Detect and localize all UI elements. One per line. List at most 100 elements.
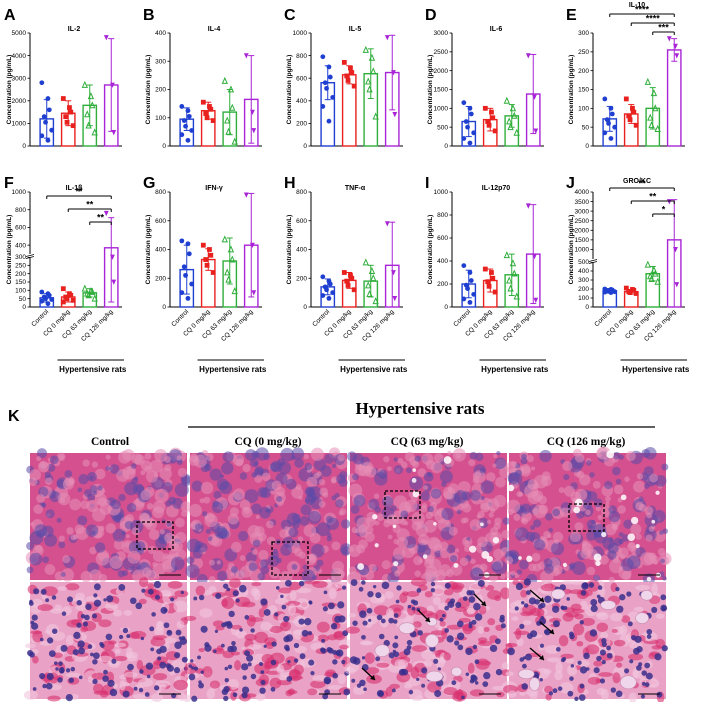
cell-texture xyxy=(248,644,262,650)
y-tick-label: 600 xyxy=(15,225,26,232)
vacuole xyxy=(412,490,420,498)
tissue-texture xyxy=(533,539,546,551)
nucleus xyxy=(260,680,266,686)
data-point xyxy=(372,112,379,120)
cell-texture xyxy=(132,693,148,700)
zoom-inset-box xyxy=(384,490,421,519)
tissue-texture xyxy=(520,457,528,465)
nucleus xyxy=(332,672,339,679)
tissue-texture xyxy=(596,447,609,460)
nucleus xyxy=(583,652,590,660)
tissue-texture xyxy=(180,510,188,517)
tissue-texture xyxy=(400,518,407,526)
vacuole xyxy=(480,522,484,527)
tissue-texture xyxy=(230,566,238,573)
cell-texture xyxy=(580,600,588,610)
nucleus xyxy=(327,602,335,610)
tissue-texture xyxy=(393,464,404,475)
cell-texture xyxy=(202,666,213,678)
data-point xyxy=(84,110,91,118)
tissue-texture xyxy=(510,570,516,576)
cell-texture xyxy=(536,608,545,618)
tissue-texture xyxy=(91,461,99,468)
tissue-texture xyxy=(41,502,47,508)
cell-texture xyxy=(312,580,328,589)
cell-texture xyxy=(443,589,454,596)
nucleus xyxy=(361,656,366,660)
data-point xyxy=(509,104,517,112)
nucleus xyxy=(434,690,442,698)
data-point xyxy=(41,114,47,120)
cell-texture xyxy=(469,689,485,697)
bar xyxy=(666,49,682,147)
nucleus xyxy=(579,666,588,674)
y-tick-label: 500 xyxy=(578,259,589,266)
nucleus xyxy=(555,647,561,652)
tissue-texture xyxy=(26,542,35,551)
hypertensive-group-axis: Hypertensive rats Hypertensive rats Hypert… xyxy=(57,359,690,374)
tissue-texture xyxy=(285,478,297,490)
y-tick-label: 1000 xyxy=(293,30,308,37)
tissue-texture xyxy=(571,561,586,576)
nucleus xyxy=(45,598,50,603)
vacuole xyxy=(601,531,607,538)
tissue-texture xyxy=(159,467,172,480)
tissue-texture xyxy=(327,532,332,538)
tissue-texture xyxy=(247,524,261,538)
cell-texture xyxy=(555,661,563,674)
nucleus xyxy=(631,635,637,641)
nucleus xyxy=(593,667,600,674)
y-tick-label: 400 xyxy=(15,242,26,249)
y-tick-label: 100 xyxy=(15,288,26,295)
tissue-texture xyxy=(303,453,310,460)
data-point xyxy=(225,127,232,135)
tissue-texture xyxy=(257,572,266,581)
nucleus xyxy=(247,662,252,667)
tissue-texture xyxy=(202,511,208,517)
nucleus xyxy=(191,695,198,702)
vacuole xyxy=(573,506,580,514)
cell-texture xyxy=(326,608,341,615)
tissue-texture xyxy=(85,524,99,537)
nucleus xyxy=(416,588,422,593)
nucleus xyxy=(548,691,554,696)
cell-texture xyxy=(389,683,400,689)
data-point xyxy=(627,290,633,295)
tissue-texture xyxy=(533,519,542,528)
tissue-texture xyxy=(254,474,263,483)
nucleus xyxy=(500,623,506,629)
tissue-texture xyxy=(294,548,303,557)
tissue-texture xyxy=(414,570,422,577)
tissue-texture xyxy=(316,522,331,537)
cell-texture xyxy=(545,693,552,701)
cell-texture xyxy=(580,617,595,626)
data-point xyxy=(250,242,255,249)
nucleus xyxy=(239,628,243,632)
vacuole xyxy=(486,555,493,563)
data-point xyxy=(181,264,187,270)
y-tick-label: 400 xyxy=(296,98,307,105)
y-tick-label: 800 xyxy=(155,189,166,196)
tissue-texture xyxy=(130,463,137,469)
axis-break-mark xyxy=(588,261,598,264)
cell-texture xyxy=(628,653,644,661)
nucleus xyxy=(82,621,89,627)
tissue-texture xyxy=(340,519,351,529)
nucleus xyxy=(77,640,85,648)
tissue-texture xyxy=(235,458,244,467)
nucleus xyxy=(271,641,277,647)
y-tick-label: 400 xyxy=(578,268,589,275)
y-tick-label: 3000 xyxy=(434,30,449,37)
cell-texture xyxy=(420,610,434,617)
cell-texture xyxy=(344,667,356,675)
tissue-texture xyxy=(239,472,248,480)
cell-texture xyxy=(353,685,366,695)
tissue-texture xyxy=(338,510,344,516)
data-point xyxy=(186,251,192,257)
nucleus xyxy=(308,600,313,605)
tissue-texture xyxy=(593,498,603,508)
tissue-texture xyxy=(58,454,65,460)
cell-texture xyxy=(150,693,163,702)
data-point xyxy=(370,274,377,282)
